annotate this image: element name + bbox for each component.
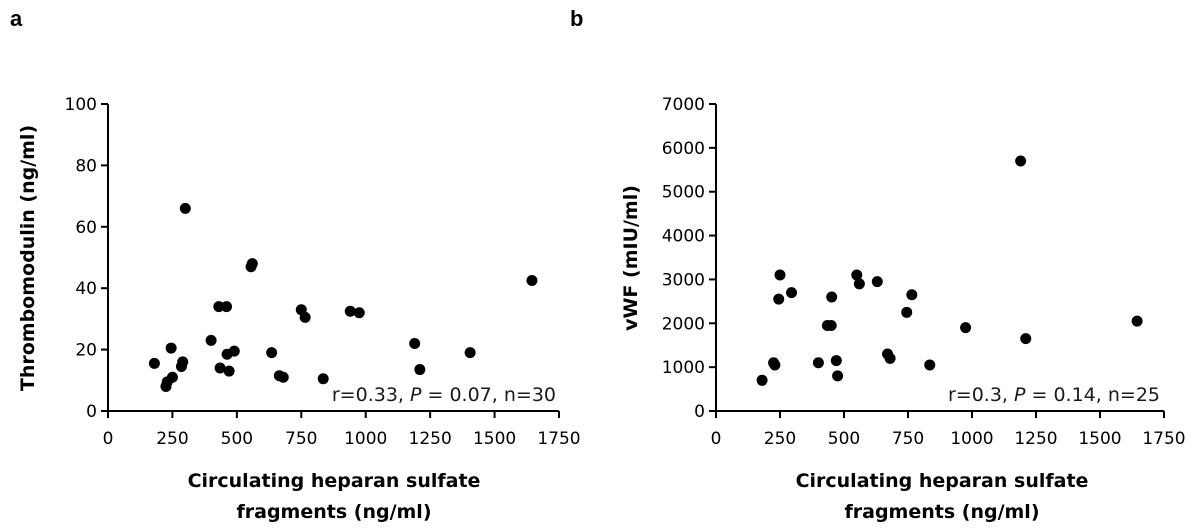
- panel-b-data-point: [960, 322, 972, 334]
- panel-a-x-tick-label: 0: [103, 429, 114, 449]
- panel-b-data-point: [786, 287, 798, 299]
- panel-a-x-axis-title-line-1: Circulating heparan sulfate: [188, 470, 481, 492]
- panel-b-data-point: [853, 278, 865, 290]
- panel-b-x-tick-label: 500: [828, 429, 860, 449]
- panel-b-data-point: [1020, 333, 1032, 345]
- panel-b-x-tick-label: 0: [711, 429, 722, 449]
- panel-b-data-point: [832, 370, 844, 382]
- panel-b-data-point: [884, 352, 896, 364]
- panel-a-x-tick-label: 1000: [344, 429, 387, 449]
- panel-b-data-point: [774, 269, 786, 281]
- panel-a-letter: a: [10, 6, 23, 31]
- panel-a-x-tick-label: 1750: [537, 429, 580, 449]
- panel-b-data-point: [901, 306, 913, 318]
- panel-a-x-tick-label: 250: [156, 429, 188, 449]
- panel-a-x-tick-label: 1500: [473, 429, 516, 449]
- panel-b-x-axis-title-line-2: fragments (ng/ml): [844, 501, 1039, 523]
- panel-a-stats-annotation: r=0.33, P = 0.07, n=30: [332, 384, 556, 406]
- panel-b-data-point: [1131, 315, 1143, 327]
- panel-a-data-point: [223, 365, 235, 377]
- panel-b-data-point: [769, 359, 781, 371]
- panel-b-data-point: [825, 319, 837, 331]
- panel-b-data-point: [812, 357, 824, 369]
- panel-a-data-point: [414, 364, 426, 376]
- panel-a-x-axis-title-line-2: fragments (ng/ml): [236, 501, 431, 523]
- panel-a-y-tick-label: 100: [65, 95, 97, 115]
- panel-b-data-point: [871, 276, 883, 288]
- panel-b-data-point: [830, 355, 842, 367]
- panel-b-y-tick-label: 1000: [662, 358, 705, 378]
- panel-a-y-axis-title: Thrombomodulin (ng/ml): [17, 125, 39, 391]
- panel-b-y-tick-label: 5000: [662, 183, 705, 203]
- panel-a-data-point: [148, 357, 160, 369]
- panel-a-data-point: [213, 301, 225, 313]
- panel-a-data-point: [221, 301, 233, 313]
- panel-b-data-point: [756, 374, 768, 386]
- panel-a-y-tick-label: 40: [75, 279, 97, 299]
- panel-b-y-tick-label: 4000: [662, 227, 705, 247]
- panel-a-data-point: [166, 371, 178, 383]
- panel-b-x-tick-label: 1000: [950, 429, 993, 449]
- panel-a-data-point: [344, 305, 356, 317]
- panel-b-x-tick-label: 750: [892, 429, 924, 449]
- panel-a-y-tick-label: 0: [86, 402, 97, 422]
- panel-a-data-point: [409, 337, 421, 349]
- panel-a-data-point: [526, 275, 538, 287]
- panel-b-x-tick-label: 250: [764, 429, 796, 449]
- panel-b-data-point: [924, 359, 936, 371]
- panel-b-data-point: [906, 289, 918, 301]
- panel-a-data-point: [246, 258, 258, 270]
- panel-b-x-tick-label: 1750: [1142, 429, 1185, 449]
- panel-b-stats-annotation: r=0.3, P = 0.14, n=25: [948, 384, 1160, 406]
- panel-b-y-tick-label: 7000: [662, 95, 705, 115]
- panel-b-letter: b: [570, 6, 583, 31]
- panel-b-y-tick-label: 6000: [662, 139, 705, 159]
- panel-a-y-tick-label: 20: [75, 341, 97, 361]
- panel-b-data-point: [1015, 155, 1027, 167]
- panel-b-y-tick-label: 3000: [662, 270, 705, 290]
- panel-a-data-point: [179, 202, 191, 214]
- panel-b-y-axis-title: vWF (mIU/ml): [620, 185, 642, 331]
- panel-a-x-tick-label: 750: [285, 429, 317, 449]
- panel-b-data-point: [826, 291, 838, 303]
- panel-a-data-point: [299, 311, 311, 323]
- panel-a-x-tick-label: 500: [221, 429, 253, 449]
- panel-a-y-tick-label: 60: [75, 218, 97, 238]
- panel-a-y-tick-label: 80: [75, 156, 97, 176]
- panel-b: b vWF (mIU/ml) Circulating heparan sulfa…: [570, 6, 1186, 523]
- panel-a-x-tick-label: 1250: [409, 429, 452, 449]
- panel-a-data-point: [165, 342, 177, 354]
- panel-b-data-point: [851, 269, 863, 281]
- panel-a-data-point: [205, 334, 217, 346]
- panel-a-data-point: [277, 371, 289, 383]
- panel-a-data-point: [266, 347, 278, 359]
- panel-a-data-point: [317, 373, 329, 385]
- panel-a-data-point: [214, 362, 226, 374]
- panel-a-data-point: [464, 347, 476, 359]
- panel-b-data-point: [773, 293, 785, 305]
- panel-a-data-point: [228, 345, 240, 357]
- panel-b-x-axis-title-line-1: Circulating heparan sulfate: [796, 470, 1089, 492]
- panel-a-data-point: [177, 356, 189, 368]
- panel-b-x-tick-label: 1500: [1078, 429, 1121, 449]
- panel-a: a Thrombomodulin (ng/ml) Circulating hep…: [10, 6, 581, 523]
- panel-b-y-tick-label: 2000: [662, 314, 705, 334]
- panel-b-x-tick-label: 1250: [1014, 429, 1057, 449]
- panel-a-data-point: [353, 307, 365, 319]
- panel-b-y-tick-label: 0: [694, 402, 705, 422]
